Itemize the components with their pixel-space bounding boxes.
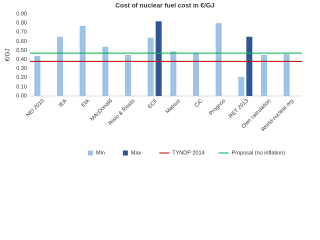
y-tick-label: 0.00 — [16, 93, 27, 99]
y-tick-label: 0.90 — [16, 11, 27, 17]
legend-label: TYNDP 2014 — [172, 150, 204, 156]
bar — [155, 21, 162, 97]
legend-label: Min — [96, 150, 105, 156]
y-tick-label: 0.40 — [16, 57, 27, 63]
legend-swatch — [122, 150, 128, 156]
y-tick-label: 0.80 — [16, 21, 27, 27]
x-tick-label: CiC — [194, 98, 205, 109]
y-tick-label: 0.50 — [16, 48, 27, 54]
y-tick-label: 0.10 — [16, 84, 27, 90]
background — [0, 0, 310, 163]
chart-title: Cost of nuclear fuel cost in €/GJ — [115, 3, 215, 10]
bar — [261, 55, 267, 96]
bar — [34, 55, 41, 96]
y-tick-label: 0.30 — [16, 66, 27, 72]
y-tick-label: 0.20 — [16, 75, 27, 81]
legend-label: Max — [131, 150, 142, 156]
bar — [147, 37, 154, 96]
legend-label: Proposal (no inflation) — [232, 150, 286, 156]
bar — [57, 36, 63, 96]
bar — [238, 76, 245, 96]
y-axis-label: €/GJ — [6, 49, 12, 62]
bar — [283, 54, 290, 96]
legend-swatch — [88, 150, 93, 156]
bar — [193, 53, 199, 96]
x-tick-label: IEA — [58, 98, 69, 109]
bar — [246, 36, 253, 96]
y-tick-label: 0.70 — [16, 30, 27, 36]
bar — [215, 23, 222, 96]
bar — [125, 55, 131, 96]
x-tick-label: EIA — [81, 98, 92, 109]
bar — [170, 51, 177, 96]
y-tick-label: 0.60 — [16, 39, 27, 45]
chart: Cost of nuclear fuel cost in €/GJ €/GJ 0… — [0, 0, 310, 163]
bar — [102, 46, 109, 96]
